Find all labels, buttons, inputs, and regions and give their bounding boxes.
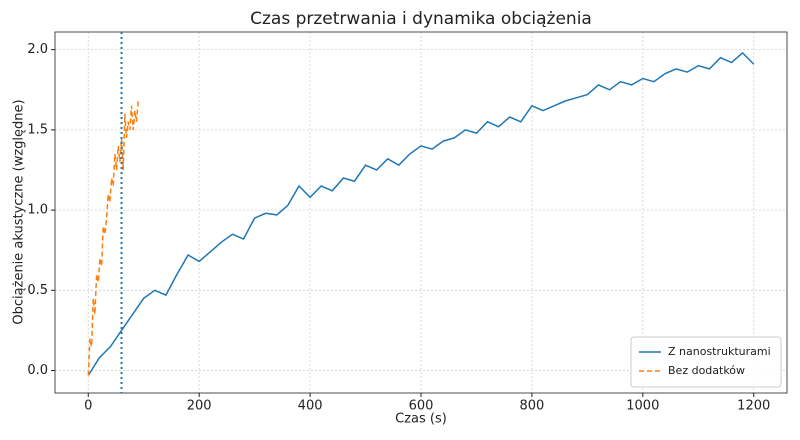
y-tick-label: 1.0	[27, 203, 48, 218]
legend-box	[630, 336, 782, 388]
x-tick-label: 800	[519, 399, 544, 414]
plot-frame	[54, 31, 788, 394]
legend-label: Bez dodatków	[668, 364, 745, 377]
series-line	[87, 100, 139, 376]
x-axis-label: Czas (s)	[395, 412, 447, 427]
series-line	[87, 51, 755, 376]
x-tick-label: 0	[84, 399, 92, 414]
x-tick-label: 1200	[737, 399, 770, 414]
y-tick-label: 2.0	[27, 42, 48, 57]
chart-title: Czas przetrwania i dynamika obciążenia	[250, 9, 592, 29]
x-tick-label: 200	[187, 399, 212, 414]
y-axis-label: Obciążenie akustyczne (względne)	[12, 99, 27, 324]
legend-label: Z nanostrukturami	[668, 345, 771, 358]
y-tick-label: 1.5	[27, 122, 48, 137]
x-tick-label: 1000	[626, 399, 659, 414]
y-tick-label: 0.0	[27, 363, 48, 378]
y-tick-label: 0.5	[27, 283, 48, 298]
x-tick-label: 400	[298, 399, 323, 414]
x-tick-label: 600	[409, 399, 434, 414]
